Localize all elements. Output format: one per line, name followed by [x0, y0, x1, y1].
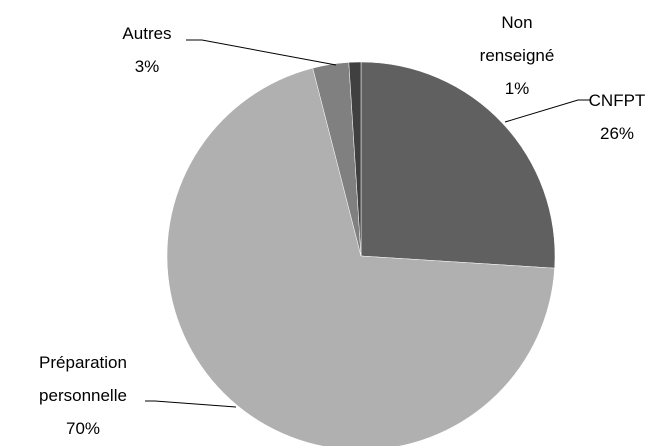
slice-label: Autres 3%: [97, 17, 197, 83]
slice-label: CNFPT 26%: [567, 84, 667, 150]
leader-line: [145, 400, 237, 408]
value-label: 3%: [134, 57, 160, 76]
leader-line: [504, 99, 590, 123]
pie-slice: [348, 61, 362, 257]
value-label: 26%: [599, 124, 635, 143]
slice-label: Préparation personnelle 70%: [8, 346, 158, 445]
category-label: Non renseigné: [479, 13, 555, 65]
value-label: 1%: [504, 79, 530, 98]
leader-line: [186, 39, 337, 66]
category-label: Autres: [122, 24, 172, 43]
category-label: CNFPT: [588, 91, 646, 110]
pie-slice: [360, 61, 556, 269]
value-label: 70%: [65, 419, 101, 438]
slices: [166, 61, 556, 446]
category-label: Préparation personnelle: [39, 353, 127, 405]
pie-slice: [166, 67, 555, 446]
slice-label: Non renseigné 1%: [467, 6, 567, 105]
